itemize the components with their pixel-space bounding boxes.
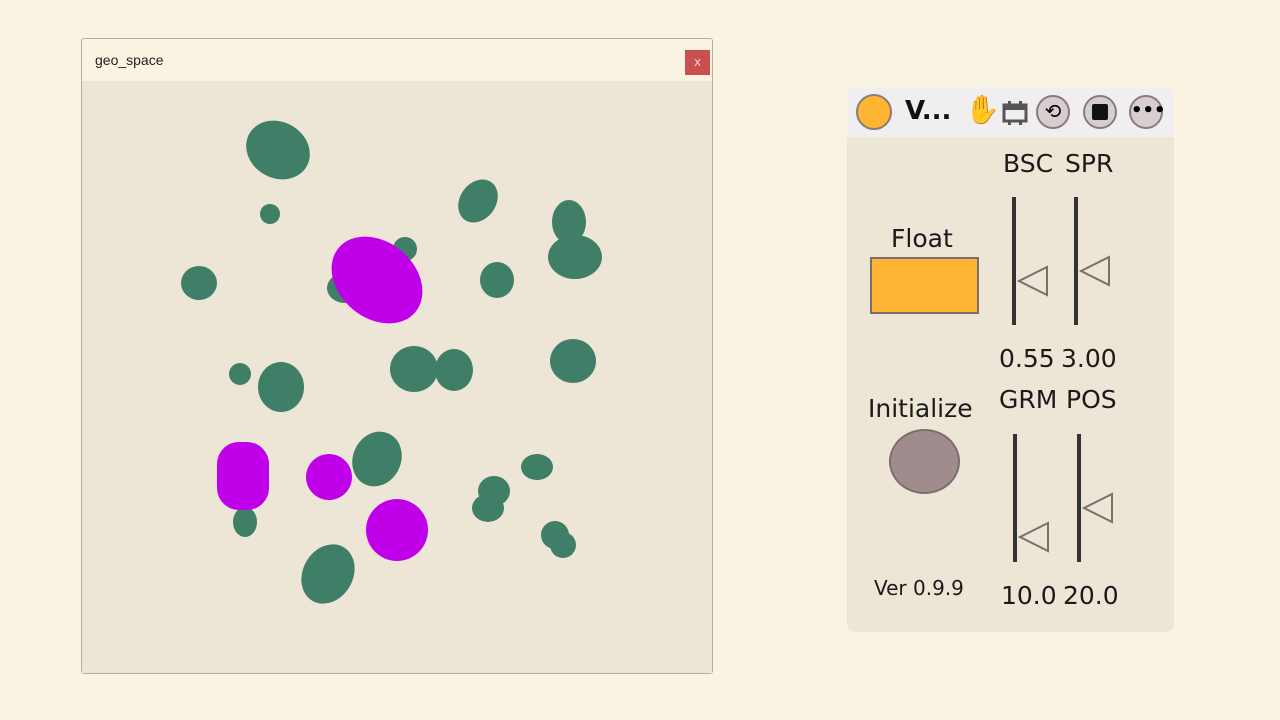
panel-title: V...: [905, 96, 952, 126]
magenta-blob: [331, 236, 423, 324]
slider-value-grm: 10.0: [1001, 581, 1057, 610]
green-blob: [552, 200, 586, 244]
green-blob: [181, 266, 217, 300]
slider-label-grm: GRM: [999, 385, 1058, 414]
geo-space-canvas[interactable]: [82, 81, 712, 673]
slider-pos-handle[interactable]: [1082, 492, 1114, 524]
green-blob: [550, 339, 596, 383]
slider-bsc-handle[interactable]: [1017, 265, 1049, 297]
slider-label-pos: POS: [1066, 385, 1117, 414]
status-dot-icon[interactable]: [856, 94, 892, 130]
save-button[interactable]: [1083, 95, 1117, 129]
geo-space-window: geo_space x: [81, 38, 713, 674]
green-blob: [548, 235, 602, 279]
slider-grm[interactable]: [1013, 434, 1017, 562]
window-title: geo_space: [95, 52, 164, 68]
green-blob: [521, 454, 553, 480]
magenta-blob: [217, 442, 269, 510]
initialize-button[interactable]: [889, 429, 960, 494]
green-blob: [233, 507, 257, 537]
more-button[interactable]: •••: [1129, 95, 1166, 129]
calendar-icon[interactable]: [1001, 99, 1029, 127]
float-button[interactable]: [870, 257, 979, 314]
blob-layer: [181, 120, 602, 604]
green-blob: [472, 494, 504, 522]
slider-pos[interactable]: [1077, 434, 1081, 562]
panel-header: V... ✋ ⟲ •••: [847, 87, 1174, 137]
float-label: Float: [891, 224, 953, 253]
green-blob: [260, 204, 280, 224]
refresh-button[interactable]: ⟲: [1036, 95, 1070, 129]
green-blob: [435, 349, 473, 391]
hand-icon[interactable]: ✋: [965, 93, 1000, 126]
green-blob: [458, 179, 498, 223]
slider-spr-handle[interactable]: [1079, 255, 1111, 287]
green-blob: [246, 120, 310, 180]
slider-grm-handle[interactable]: [1018, 521, 1050, 553]
save-icon: [1092, 104, 1108, 120]
slider-value-bsc: 0.55: [999, 344, 1055, 373]
close-button[interactable]: x: [685, 50, 710, 75]
initialize-label: Initialize: [868, 394, 973, 423]
slider-label-bsc: BSC: [1003, 149, 1054, 178]
green-blob: [229, 363, 251, 385]
green-blob: [352, 431, 402, 487]
magenta-blob: [366, 499, 428, 561]
control-panel: V... ✋ ⟲ ••• BSC SPR Float 0.55 3.00 GRM…: [847, 87, 1174, 632]
green-blob: [390, 346, 438, 392]
green-blob: [480, 262, 514, 298]
magenta-blob: [306, 454, 352, 500]
green-blob: [301, 544, 355, 604]
green-blob: [258, 362, 304, 412]
version-label: Ver 0.9.9: [874, 576, 964, 600]
green-blob: [550, 532, 576, 558]
slider-spr[interactable]: [1074, 197, 1078, 325]
slider-bsc[interactable]: [1012, 197, 1016, 325]
slider-label-spr: SPR: [1065, 149, 1114, 178]
slider-value-pos: 20.0: [1063, 581, 1119, 610]
slider-value-spr: 3.00: [1061, 344, 1117, 373]
